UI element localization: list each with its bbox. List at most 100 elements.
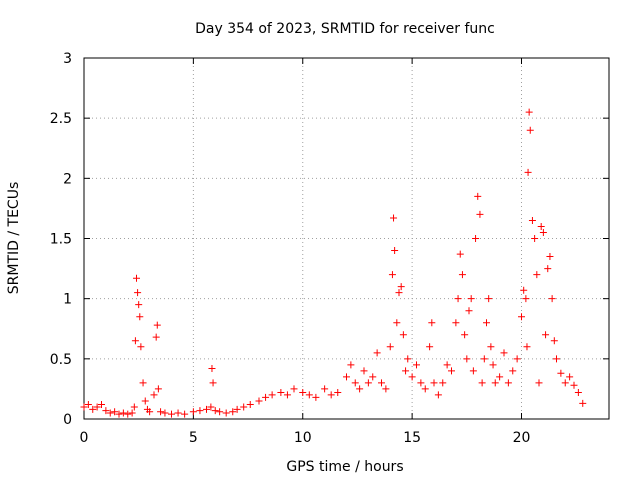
data-point xyxy=(222,409,230,417)
data-point xyxy=(161,409,169,417)
y-tick-label: 2.5 xyxy=(50,111,72,127)
data-point xyxy=(439,379,447,387)
data-point xyxy=(522,295,530,303)
y-tick-label: 0 xyxy=(63,412,72,428)
data-point xyxy=(181,410,189,418)
data-point xyxy=(106,409,114,417)
data-point xyxy=(535,379,543,387)
chart-title: Day 354 of 2023, SRMTID for receiver fun… xyxy=(195,21,495,37)
data-point xyxy=(553,355,560,363)
data-point xyxy=(500,349,508,357)
data-point xyxy=(487,343,495,351)
data-point xyxy=(98,401,105,409)
data-point xyxy=(395,289,403,297)
data-point xyxy=(119,409,127,417)
data-point xyxy=(469,367,477,375)
data-point xyxy=(574,389,582,397)
data-point xyxy=(526,126,534,134)
data-point xyxy=(312,393,320,401)
data-point xyxy=(472,235,480,242)
data-point xyxy=(434,391,442,399)
data-point xyxy=(277,389,285,397)
data-point xyxy=(255,397,263,405)
data-point xyxy=(373,349,381,357)
x-tick-label: 20 xyxy=(513,430,531,446)
data-point xyxy=(157,408,165,416)
data-point xyxy=(550,337,558,345)
data-point xyxy=(360,367,368,375)
data-point xyxy=(525,108,533,116)
data-point xyxy=(539,228,547,236)
y-axis-label: SRMTID / TECUs xyxy=(6,182,22,295)
data-point xyxy=(518,313,525,321)
data-point xyxy=(216,408,224,416)
data-point xyxy=(443,361,451,369)
data-point xyxy=(150,391,158,399)
axis-ticks xyxy=(83,57,609,420)
tick-labels: 0 5 10 15 20 0 0.5 1 1.5 2 2.5 3 xyxy=(50,51,531,446)
data-point xyxy=(390,214,398,222)
data-point xyxy=(391,247,399,255)
data-point xyxy=(364,379,372,387)
data-point xyxy=(146,408,154,416)
data-point xyxy=(537,222,545,230)
data-point xyxy=(299,389,307,397)
data-point xyxy=(369,373,377,381)
data-point xyxy=(207,403,215,411)
data-point xyxy=(504,379,512,387)
data-point xyxy=(463,355,471,363)
data-point xyxy=(240,403,248,411)
data-point xyxy=(528,216,536,224)
data-point xyxy=(480,355,488,363)
data-point xyxy=(496,373,504,381)
data-point xyxy=(189,408,197,416)
data-point xyxy=(152,333,160,341)
data-point xyxy=(211,407,219,415)
data-point xyxy=(531,235,539,242)
data-point xyxy=(533,271,541,279)
data-point xyxy=(168,410,175,418)
data-point xyxy=(579,399,587,407)
data-point xyxy=(426,343,434,351)
data-point xyxy=(209,379,217,387)
data-point xyxy=(229,408,237,416)
data-point xyxy=(89,405,97,413)
data-point xyxy=(141,397,149,405)
data-point xyxy=(136,313,144,321)
data-point xyxy=(386,343,394,351)
data-point xyxy=(491,379,499,387)
data-point xyxy=(456,250,464,258)
data-point xyxy=(115,410,123,418)
data-points xyxy=(80,108,587,418)
data-point xyxy=(382,385,390,393)
data-point xyxy=(509,367,517,375)
data-point xyxy=(465,307,473,315)
data-point xyxy=(402,367,410,375)
data-point xyxy=(102,407,110,415)
data-point xyxy=(262,393,270,401)
data-point xyxy=(111,408,119,416)
data-point xyxy=(548,295,556,303)
data-point xyxy=(544,265,552,273)
data-point xyxy=(513,355,521,363)
data-point xyxy=(489,361,497,369)
data-point xyxy=(174,409,182,417)
data-point xyxy=(133,274,140,282)
data-point xyxy=(388,271,396,279)
data-point xyxy=(452,319,460,327)
x-tick-label: 10 xyxy=(294,430,312,446)
data-point xyxy=(523,343,531,351)
data-point xyxy=(137,343,145,351)
y-tick-label: 3 xyxy=(63,51,72,67)
data-point xyxy=(520,286,528,294)
data-point xyxy=(421,385,429,393)
data-point xyxy=(454,295,462,303)
y-tick-label: 0.5 xyxy=(50,352,72,368)
data-point xyxy=(566,373,574,381)
data-point xyxy=(430,379,438,387)
data-point xyxy=(483,319,490,327)
data-point xyxy=(290,385,298,393)
data-point xyxy=(84,401,92,409)
data-point xyxy=(80,403,88,411)
